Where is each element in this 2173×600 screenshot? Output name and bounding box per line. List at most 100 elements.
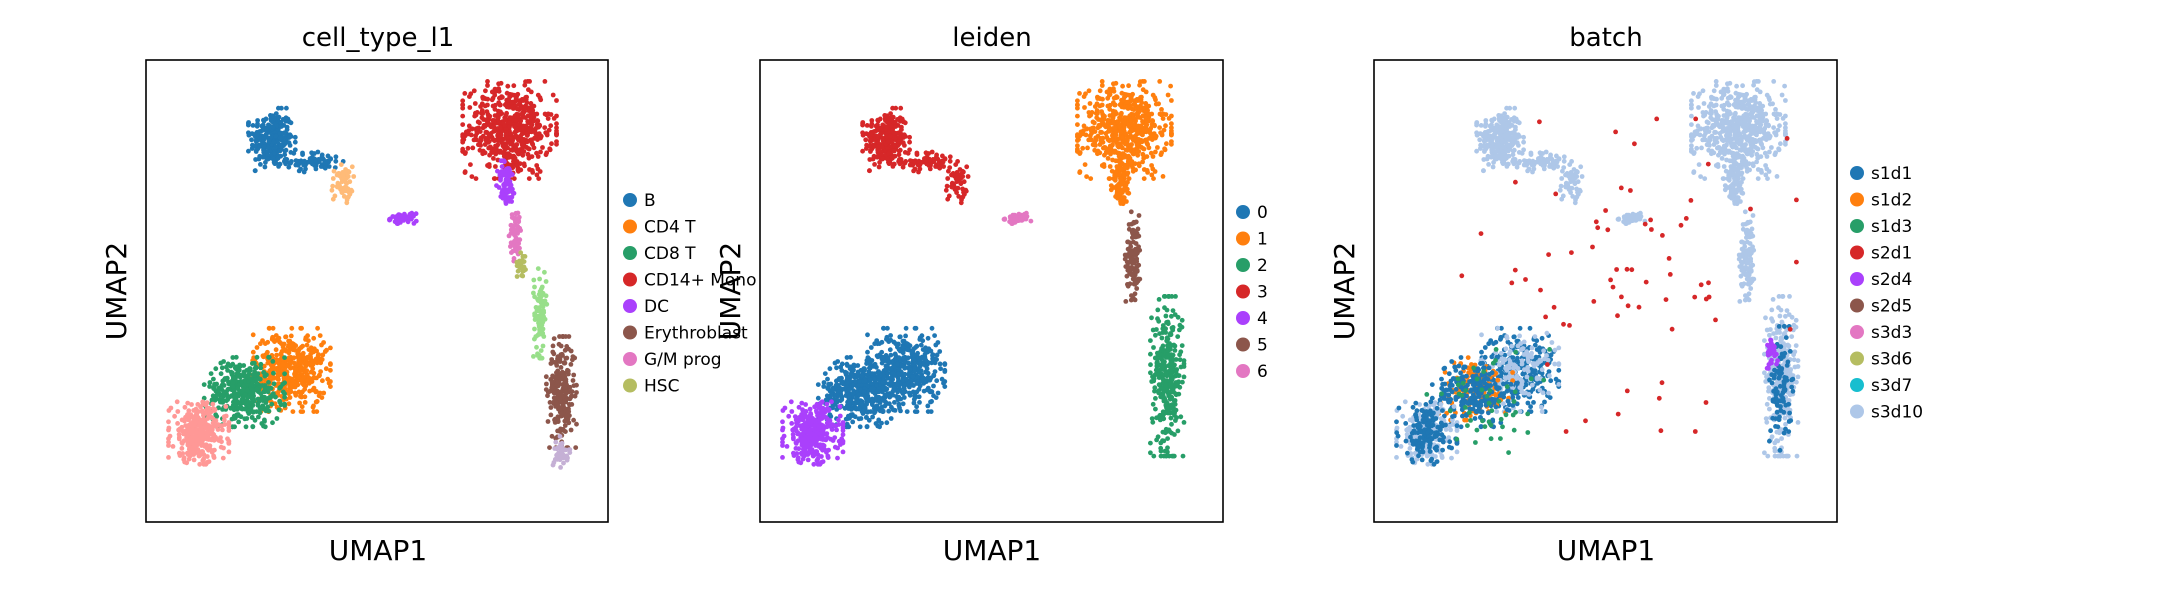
scatter-point <box>557 406 563 412</box>
scatter-point <box>507 94 512 100</box>
scatter-point <box>944 183 950 189</box>
scatter-point <box>211 421 216 427</box>
scatter-point <box>528 114 533 120</box>
scatter-point <box>331 168 337 174</box>
scatter-point <box>394 221 400 227</box>
scatter-point <box>1156 101 1161 107</box>
scatter-point <box>1143 101 1149 106</box>
scatter-point <box>324 159 330 165</box>
scatter-point <box>942 379 948 384</box>
scatter-point <box>287 160 292 166</box>
scatter-point <box>1179 343 1185 348</box>
scatter-point <box>500 143 506 149</box>
scatter-point <box>871 144 877 149</box>
scatter-point <box>518 260 524 266</box>
scatter-point <box>226 420 232 425</box>
scatter-point <box>1169 113 1174 119</box>
scatter-point <box>502 147 508 152</box>
scatter-point <box>1134 286 1140 291</box>
scatter-point <box>261 118 267 124</box>
scatter-point <box>900 140 906 146</box>
scatter-point <box>925 375 931 380</box>
scatter-point <box>901 134 907 139</box>
scatter-point <box>1148 150 1154 156</box>
scatter-point <box>514 274 520 279</box>
scatter-point <box>235 385 241 391</box>
scatter-point <box>520 98 526 103</box>
scatter-point <box>894 341 899 347</box>
scatter-point <box>236 400 242 406</box>
scatter-point <box>344 200 350 206</box>
scatter-point <box>502 123 507 128</box>
scatter-point <box>925 370 931 376</box>
legend-marker <box>623 246 637 260</box>
scatter-point <box>211 455 217 460</box>
scatter-point <box>539 355 545 361</box>
scatter-point <box>1181 361 1187 367</box>
scatter-point <box>491 156 496 161</box>
scatter-point <box>875 134 881 140</box>
scatter-point <box>960 194 966 200</box>
scatter-point <box>1116 158 1121 164</box>
scatter-point <box>932 333 937 338</box>
scatter-point <box>528 101 534 106</box>
scatter-point <box>563 397 569 403</box>
scatter-point <box>289 385 294 390</box>
scatter-point <box>315 149 321 155</box>
scatter-point <box>202 410 208 416</box>
scatter-point <box>886 150 892 156</box>
scatter-point <box>332 165 338 171</box>
scatter-point <box>1106 127 1112 133</box>
scatter-point <box>202 422 208 428</box>
scatter-point <box>884 113 890 119</box>
scatter-point <box>890 164 896 169</box>
scatter-point <box>195 415 201 421</box>
scatter-point <box>297 368 303 374</box>
scatter-point <box>1148 362 1153 368</box>
scatter-point <box>301 382 307 388</box>
scatter-point <box>197 461 203 467</box>
scatter-point <box>281 130 287 136</box>
scatter-point <box>1150 401 1156 407</box>
scatter-point <box>477 120 482 126</box>
scatter-point <box>329 187 335 193</box>
scatter-point <box>319 395 325 400</box>
scatter-point <box>1168 415 1174 421</box>
scatter-point <box>1123 141 1128 147</box>
scatter-point <box>319 152 325 158</box>
scatter-point <box>505 83 511 89</box>
scatter-point <box>1169 98 1174 103</box>
scatter-point <box>875 144 881 149</box>
scatter-point <box>496 88 502 94</box>
scatter-point <box>166 439 171 445</box>
scatter-point <box>198 438 204 444</box>
scatter-point <box>523 123 529 129</box>
scatter-point <box>311 370 317 376</box>
scatter-point <box>1130 235 1135 241</box>
scatter-point <box>541 310 547 315</box>
scatter-point <box>221 383 227 388</box>
scatter-point <box>507 179 513 184</box>
scatter-point <box>289 325 295 331</box>
scatter-point <box>914 150 920 156</box>
scatter-point <box>1159 107 1164 112</box>
scatter-point <box>563 391 569 396</box>
scatter-point <box>480 151 486 157</box>
scatter-point <box>520 149 526 155</box>
scatter-point <box>246 148 251 154</box>
scatter-point <box>1164 378 1170 383</box>
scatter-point <box>196 409 201 414</box>
scatter-point <box>218 392 224 398</box>
scatter-point <box>554 98 559 103</box>
scatter-point <box>555 414 561 420</box>
scatter-point <box>266 358 272 364</box>
scatter-point <box>487 123 493 128</box>
scatter-point <box>297 400 302 406</box>
scatter-point <box>900 401 906 407</box>
scatter-point <box>1123 253 1129 259</box>
scatter-point <box>887 133 893 139</box>
scatter-point <box>340 173 346 178</box>
scatter-point <box>277 385 282 391</box>
scatter-point <box>1123 299 1129 304</box>
scatter-point <box>244 387 250 393</box>
